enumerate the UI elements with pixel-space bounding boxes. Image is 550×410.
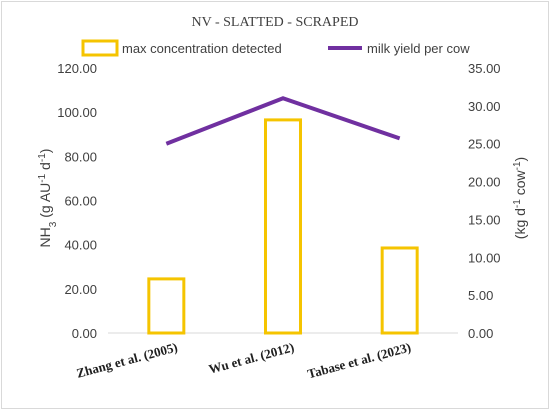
left-tick-label: 120.00: [57, 61, 97, 76]
category-labels: Zhang et al. (2005) Wu et al. (2012) Tabas…: [75, 339, 413, 381]
right-tick-label: 20.00: [468, 175, 501, 190]
right-tick-label: 25.00: [468, 137, 501, 152]
category-label: Tabase et al. (2023): [306, 339, 413, 381]
left-tick-label: 40.00: [64, 238, 97, 253]
category-label: Wu et al. (2012): [207, 339, 296, 376]
line-series-path: [165, 96, 401, 146]
left-tick-label: 80.00: [64, 149, 97, 164]
legend: max concentration detected milk yield pe…: [81, 39, 470, 57]
legend-bar-swatch: [81, 39, 119, 57]
right-tick-label: 35.00: [468, 61, 501, 76]
y-axis-right-title: (kg d-1 cow-1): [512, 157, 529, 239]
right-tick-label: 30.00: [468, 99, 501, 114]
legend-line-label: milk yield per cow: [367, 41, 470, 56]
left-axis-ticks: 0.00 20.00 40.00 60.00 80.00 100.00 120.00: [57, 61, 97, 341]
bar: [264, 118, 302, 335]
left-tick-label: 100.00: [57, 105, 97, 120]
right-tick-label: 0.00: [468, 326, 493, 341]
right-tick-label: 15.00: [468, 212, 501, 227]
right-tick-label: 5.00: [468, 288, 493, 303]
bar: [380, 246, 419, 335]
legend-bar-label: max concentration detected: [122, 41, 282, 56]
line-series: [165, 96, 401, 146]
chart-title: NV - SLATTED - SCRAPED: [192, 15, 359, 30]
category-label: Zhang et al. (2005): [75, 339, 179, 380]
right-tick-label: 10.00: [468, 250, 501, 265]
left-tick-label: 0.00: [72, 326, 97, 341]
left-tick-label: 60.00: [64, 194, 97, 209]
bars: [147, 118, 419, 335]
y-axis-left-title: NH3 (g AU-1 d-1): [37, 149, 59, 248]
right-axis-ticks: 0.00 5.00 10.00 15.00 20.00 25.00 30.00 35.00: [468, 61, 501, 341]
bar: [147, 277, 186, 335]
left-tick-label: 20.00: [64, 282, 97, 297]
